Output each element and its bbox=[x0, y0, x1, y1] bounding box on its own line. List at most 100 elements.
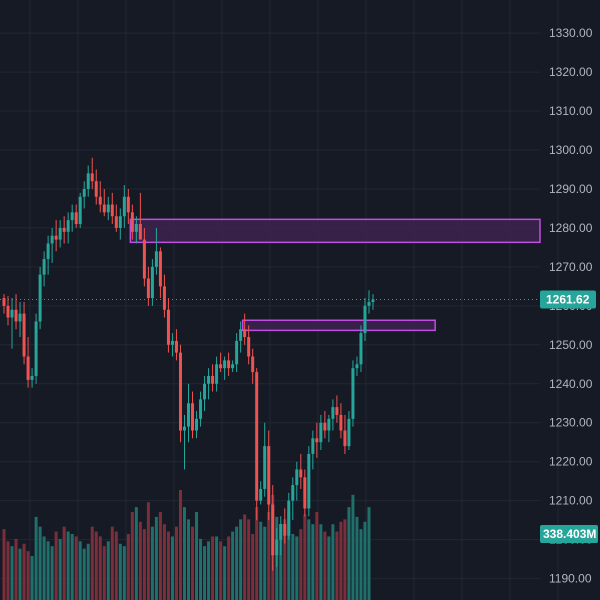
candle[interactable] bbox=[243, 313, 247, 345]
candle[interactable] bbox=[38, 266, 42, 330]
candle[interactable] bbox=[122, 185, 126, 228]
candle[interactable] bbox=[231, 360, 235, 373]
candle[interactable] bbox=[299, 453, 303, 489]
candle[interactable] bbox=[307, 446, 311, 517]
price-zone[interactable] bbox=[129, 218, 541, 244]
candle[interactable] bbox=[126, 188, 130, 225]
candle[interactable] bbox=[343, 414, 347, 454]
candle[interactable] bbox=[363, 298, 367, 341]
candle[interactable] bbox=[219, 352, 223, 373]
candle[interactable] bbox=[114, 204, 118, 232]
candle[interactable] bbox=[22, 301, 26, 365]
candle[interactable] bbox=[355, 356, 359, 376]
candle[interactable] bbox=[26, 337, 30, 388]
candle[interactable] bbox=[259, 481, 263, 505]
candle[interactable] bbox=[46, 235, 50, 275]
candle[interactable] bbox=[102, 188, 106, 217]
candle[interactable] bbox=[138, 192, 142, 240]
candle[interactable] bbox=[235, 333, 239, 373]
candle[interactable] bbox=[187, 383, 190, 443]
candle[interactable] bbox=[158, 247, 162, 299]
price-zone[interactable] bbox=[241, 319, 436, 332]
candle[interactable] bbox=[319, 414, 323, 450]
candle[interactable] bbox=[170, 333, 174, 357]
candle[interactable] bbox=[42, 251, 46, 287]
candle[interactable] bbox=[34, 313, 38, 384]
candle[interactable] bbox=[134, 216, 138, 244]
candle[interactable] bbox=[78, 192, 82, 228]
candle[interactable] bbox=[174, 329, 178, 361]
candle[interactable] bbox=[311, 430, 315, 470]
candle[interactable] bbox=[191, 391, 195, 439]
candle[interactable] bbox=[315, 422, 319, 458]
candle[interactable] bbox=[339, 403, 343, 439]
candle[interactable] bbox=[351, 360, 355, 427]
candle[interactable] bbox=[303, 469, 307, 517]
candle[interactable] bbox=[94, 169, 98, 205]
candle[interactable] bbox=[283, 508, 287, 544]
candle[interactable] bbox=[70, 204, 74, 232]
candle[interactable] bbox=[263, 422, 267, 497]
candle[interactable] bbox=[215, 356, 219, 392]
candle[interactable] bbox=[166, 298, 170, 353]
candle[interactable] bbox=[50, 227, 54, 263]
candle[interactable] bbox=[251, 348, 255, 384]
candle[interactable] bbox=[10, 298, 14, 349]
candle[interactable] bbox=[90, 157, 94, 189]
candle[interactable] bbox=[335, 395, 339, 423]
candle[interactable] bbox=[279, 516, 283, 556]
candle[interactable] bbox=[18, 301, 22, 338]
price-candles[interactable] bbox=[2, 157, 375, 571]
candle[interactable] bbox=[211, 364, 215, 392]
candle[interactable] bbox=[275, 527, 279, 567]
candle[interactable] bbox=[247, 325, 251, 365]
candle[interactable] bbox=[267, 430, 271, 521]
candle[interactable] bbox=[2, 294, 6, 314]
candle[interactable] bbox=[291, 477, 295, 521]
candle[interactable] bbox=[74, 204, 78, 228]
candle[interactable] bbox=[287, 492, 291, 540]
y-tick-label: 1220.00 bbox=[549, 455, 593, 469]
candle[interactable] bbox=[182, 414, 186, 470]
candle[interactable] bbox=[98, 181, 102, 213]
candle[interactable] bbox=[58, 220, 62, 248]
candle[interactable] bbox=[323, 411, 327, 439]
candle[interactable] bbox=[331, 399, 335, 431]
candle[interactable] bbox=[86, 165, 90, 197]
candle[interactable] bbox=[106, 196, 110, 221]
candle[interactable] bbox=[359, 325, 363, 373]
candle[interactable] bbox=[66, 212, 70, 244]
candle[interactable] bbox=[54, 220, 58, 252]
candle[interactable] bbox=[271, 485, 275, 571]
candle[interactable] bbox=[255, 368, 259, 521]
candle[interactable] bbox=[178, 344, 182, 443]
candle[interactable] bbox=[118, 208, 122, 240]
candle[interactable] bbox=[227, 352, 231, 376]
candle[interactable] bbox=[207, 368, 211, 400]
price-axis[interactable]: 1330.00 1320.00 1310.00 1300.00 1290.00 1280.… bbox=[549, 26, 593, 585]
candle[interactable] bbox=[142, 227, 146, 287]
candle[interactable] bbox=[82, 181, 86, 209]
candle[interactable] bbox=[347, 411, 351, 450]
candle[interactable] bbox=[150, 259, 154, 306]
candle[interactable] bbox=[6, 296, 10, 326]
candle[interactable] bbox=[223, 356, 227, 380]
candle[interactable] bbox=[367, 290, 371, 314]
candle[interactable] bbox=[162, 274, 166, 318]
candle-body bbox=[130, 212, 134, 232]
candle[interactable] bbox=[30, 368, 34, 388]
candle[interactable] bbox=[295, 461, 299, 501]
candle[interactable] bbox=[195, 411, 199, 439]
candle[interactable] bbox=[154, 227, 158, 275]
candle[interactable] bbox=[130, 204, 134, 240]
candle[interactable] bbox=[239, 321, 243, 353]
candle[interactable] bbox=[62, 216, 66, 244]
candle[interactable] bbox=[203, 375, 207, 412]
candle[interactable] bbox=[110, 192, 114, 225]
candle[interactable] bbox=[199, 391, 203, 427]
candle[interactable] bbox=[371, 294, 375, 310]
candle[interactable] bbox=[327, 414, 331, 443]
candle-body bbox=[30, 375, 34, 380]
supply-demand-zones[interactable] bbox=[129, 218, 541, 332]
